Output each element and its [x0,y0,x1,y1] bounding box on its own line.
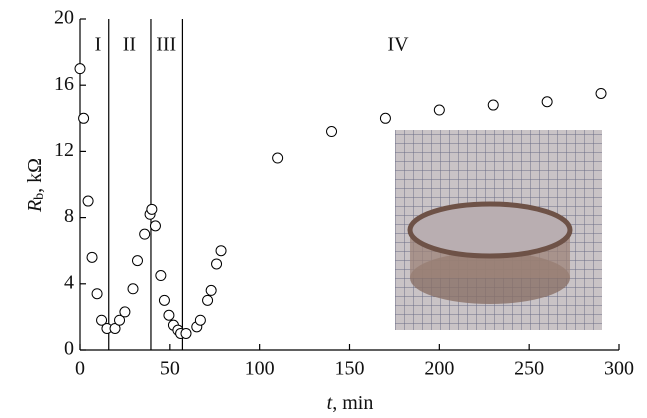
data-point [272,152,284,164]
y-label-unit: , kΩ [24,158,46,193]
data-point [131,255,143,267]
data-point [158,294,170,306]
x-tick-label: 200 [424,358,454,380]
y-label-subscript: b [32,193,47,200]
data-point [155,270,167,282]
x-label-unit: , min [332,392,373,414]
data-point [541,96,553,108]
y-tick-label: 8 [64,205,74,227]
x-tick-label: 250 [514,358,544,380]
y-tick-label: 4 [64,271,74,293]
x-tick-label: 50 [160,358,180,380]
data-point [139,228,151,240]
data-point [215,245,227,257]
region-label: II [123,34,136,56]
data-point [109,322,121,334]
data-point [163,309,175,321]
data-point [119,306,131,318]
data-point [149,220,161,232]
data-point [487,99,499,111]
x-tick-label: 300 [604,358,634,380]
y-axis-label: Rb, kΩ [24,158,48,213]
region-label: IV [387,34,409,56]
x-tick-label: 0 [75,358,85,380]
data-point [433,104,445,116]
y-label-symbol: R [24,200,46,213]
data-point [82,195,94,207]
data-point [127,283,139,295]
data-point [180,327,192,339]
data-point [78,112,90,124]
data-point [379,112,391,124]
x-label-symbol: t [327,392,333,414]
data-point [114,314,126,326]
x-axis-label: t, min [327,392,374,414]
data-point [211,258,223,270]
y-tick-label: 0 [64,338,74,360]
data-point [205,284,217,296]
data-point [146,203,158,215]
y-tick-label: 12 [54,139,74,161]
x-tick-label: 100 [245,358,275,380]
x-tick-label: 150 [335,358,365,380]
data-point [96,314,108,326]
data-point [91,288,103,300]
data-point [326,126,338,138]
data-point [595,87,607,99]
data-point [194,314,206,326]
inset-photo [395,130,602,330]
region-label: I [95,34,102,56]
data-point [86,251,98,263]
data-point [202,294,214,306]
data-point [74,63,86,75]
y-tick-label: 16 [54,73,74,95]
y-tick-label: 20 [54,7,74,29]
region-label: III [156,34,176,56]
